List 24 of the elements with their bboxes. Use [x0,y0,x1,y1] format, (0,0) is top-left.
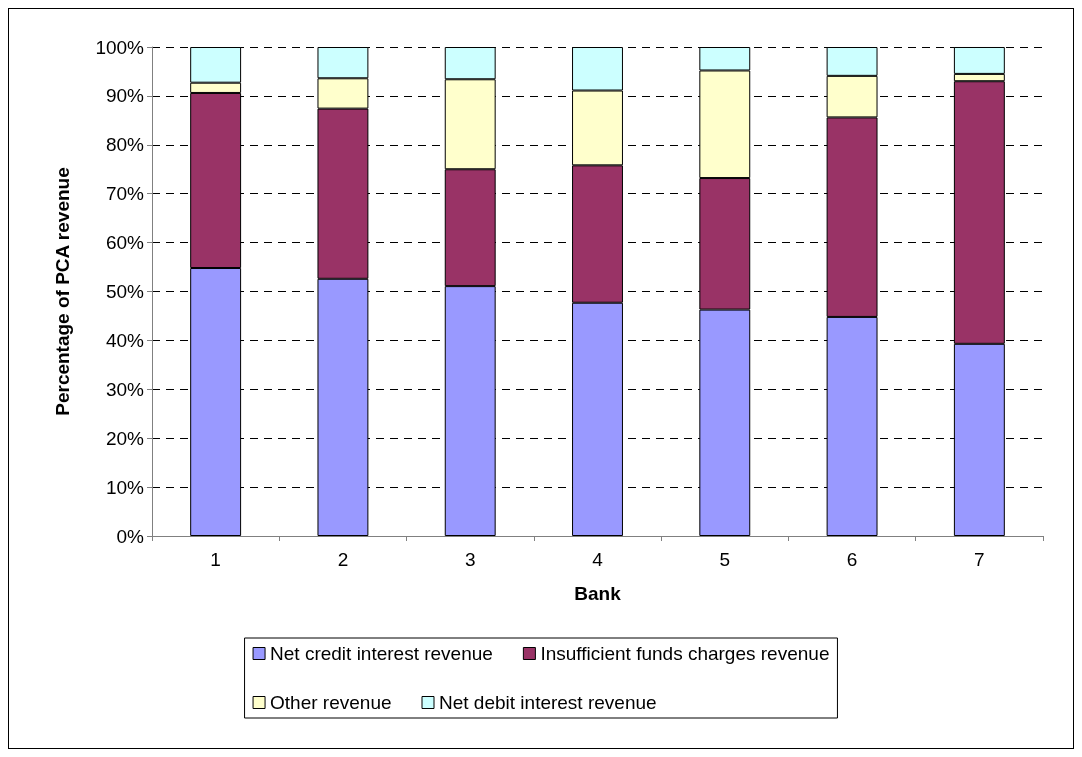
y-tick-label: 40% [105,329,145,351]
x-tick-label: 4 [592,549,604,570]
y-tick-label: 50% [105,281,145,302]
y-tick-label: 90% [105,85,145,107]
x-tick-label: 3 [464,549,476,570]
x-tick-label: 5 [719,549,731,570]
legend-label: Other revenue [270,692,392,713]
y-tick-label: 20% [105,427,145,449]
x-tick-label: 1 [210,549,221,570]
x-axis-title: Bank [574,583,622,604]
legend-label: Net credit interest revenue [270,643,493,664]
x-tick-label: 7 [974,549,985,570]
x-tick-label: 6 [846,549,858,570]
y-tick-label: 100% [95,36,145,58]
y-tick-label: 30% [105,378,145,400]
legend-label: Insufficient funds charges revenue [540,643,830,664]
y-tick-label: 10% [105,476,145,498]
x-tick-label: 2 [337,549,349,570]
y-axis-title: Percentage of PCA revenue [52,167,73,416]
y-tick-label: 70% [105,183,145,205]
y-tick-label: 0% [116,525,145,547]
y-tick-label: 60% [105,232,145,254]
legend-label: Net debit interest revenue [439,692,657,713]
y-tick-label: 80% [105,134,145,156]
